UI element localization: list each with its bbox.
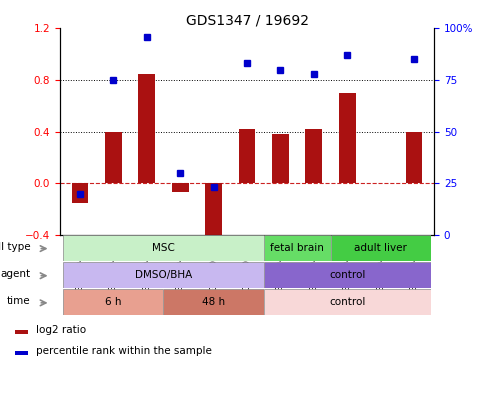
Text: MSC: MSC xyxy=(152,243,175,253)
Text: DMSO/BHA: DMSO/BHA xyxy=(135,270,192,280)
Text: 6 h: 6 h xyxy=(105,297,122,307)
Text: log2 ratio: log2 ratio xyxy=(36,325,86,335)
Bar xyxy=(406,132,423,183)
Bar xyxy=(172,183,189,192)
Bar xyxy=(239,129,255,183)
Text: 48 h: 48 h xyxy=(202,297,225,307)
Bar xyxy=(305,129,322,183)
Text: control: control xyxy=(329,270,365,280)
Title: GDS1347 / 19692: GDS1347 / 19692 xyxy=(186,13,308,27)
Text: time: time xyxy=(6,296,30,306)
Text: percentile rank within the sample: percentile rank within the sample xyxy=(36,346,212,356)
Bar xyxy=(339,93,356,183)
Bar xyxy=(105,132,122,183)
Text: control: control xyxy=(329,297,365,307)
Text: fetal brain: fetal brain xyxy=(270,243,324,253)
Bar xyxy=(205,183,222,245)
Bar xyxy=(71,183,88,202)
Text: adult liver: adult liver xyxy=(354,243,407,253)
Bar xyxy=(15,330,27,335)
Bar xyxy=(138,74,155,183)
Bar xyxy=(272,134,289,183)
Bar xyxy=(15,352,27,356)
Text: cell type: cell type xyxy=(0,242,30,252)
Text: agent: agent xyxy=(0,269,30,279)
